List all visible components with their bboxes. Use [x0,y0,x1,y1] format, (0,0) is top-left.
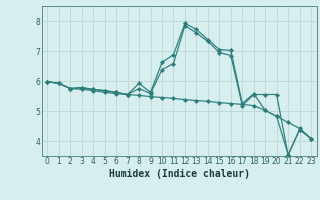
X-axis label: Humidex (Indice chaleur): Humidex (Indice chaleur) [109,169,250,179]
